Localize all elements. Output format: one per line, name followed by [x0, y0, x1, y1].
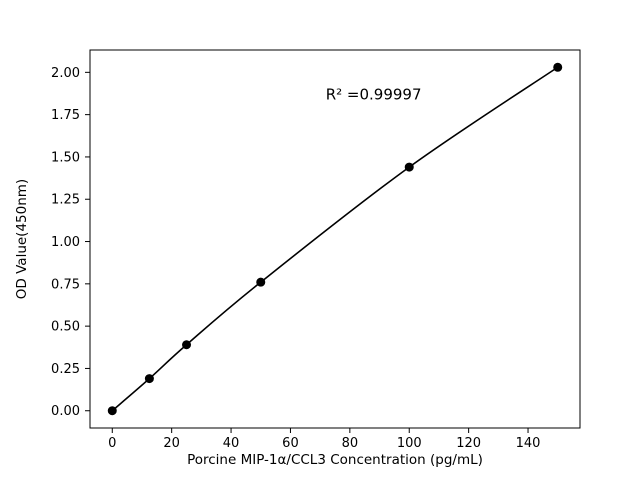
data-point-marker: [182, 340, 192, 350]
y-tick-label: 0.00: [51, 404, 80, 419]
x-tick-label: 40: [223, 436, 240, 451]
y-tick-label: 1.75: [51, 108, 80, 123]
x-tick-label: 20: [163, 436, 180, 451]
x-tick-label: 80: [342, 436, 359, 451]
y-tick-label: 1.50: [51, 150, 80, 165]
y-tick-label: 2.00: [51, 66, 80, 81]
data-point-marker: [107, 406, 117, 416]
data-point-marker: [553, 62, 563, 72]
y-tick-label: 1.25: [51, 193, 80, 208]
x-tick-label: 60: [282, 436, 299, 451]
y-tick-label: 0.50: [51, 320, 80, 335]
y-axis-label: OD Value(450nm): [14, 179, 30, 299]
r-squared-annotation: R² =0.99997: [326, 85, 422, 103]
y-tick-label: 1.00: [51, 235, 80, 250]
x-axis-label: Porcine MIP-1α/CCL3 Concentration (pg/mL…: [187, 452, 483, 468]
x-tick-label: 120: [456, 436, 481, 451]
plot-spines: [89, 49, 581, 429]
standard-curve-line: [111, 66, 559, 412]
y-tick-label: 0.25: [51, 362, 80, 377]
x-tick-label: 100: [397, 436, 422, 451]
x-tick-label: 0: [108, 436, 116, 451]
x-tick-label: 140: [516, 436, 541, 451]
data-point-marker: [144, 374, 154, 384]
data-point-marker: [404, 162, 414, 172]
y-tick-label: 0.75: [51, 277, 80, 292]
data-point-marker: [256, 277, 266, 287]
